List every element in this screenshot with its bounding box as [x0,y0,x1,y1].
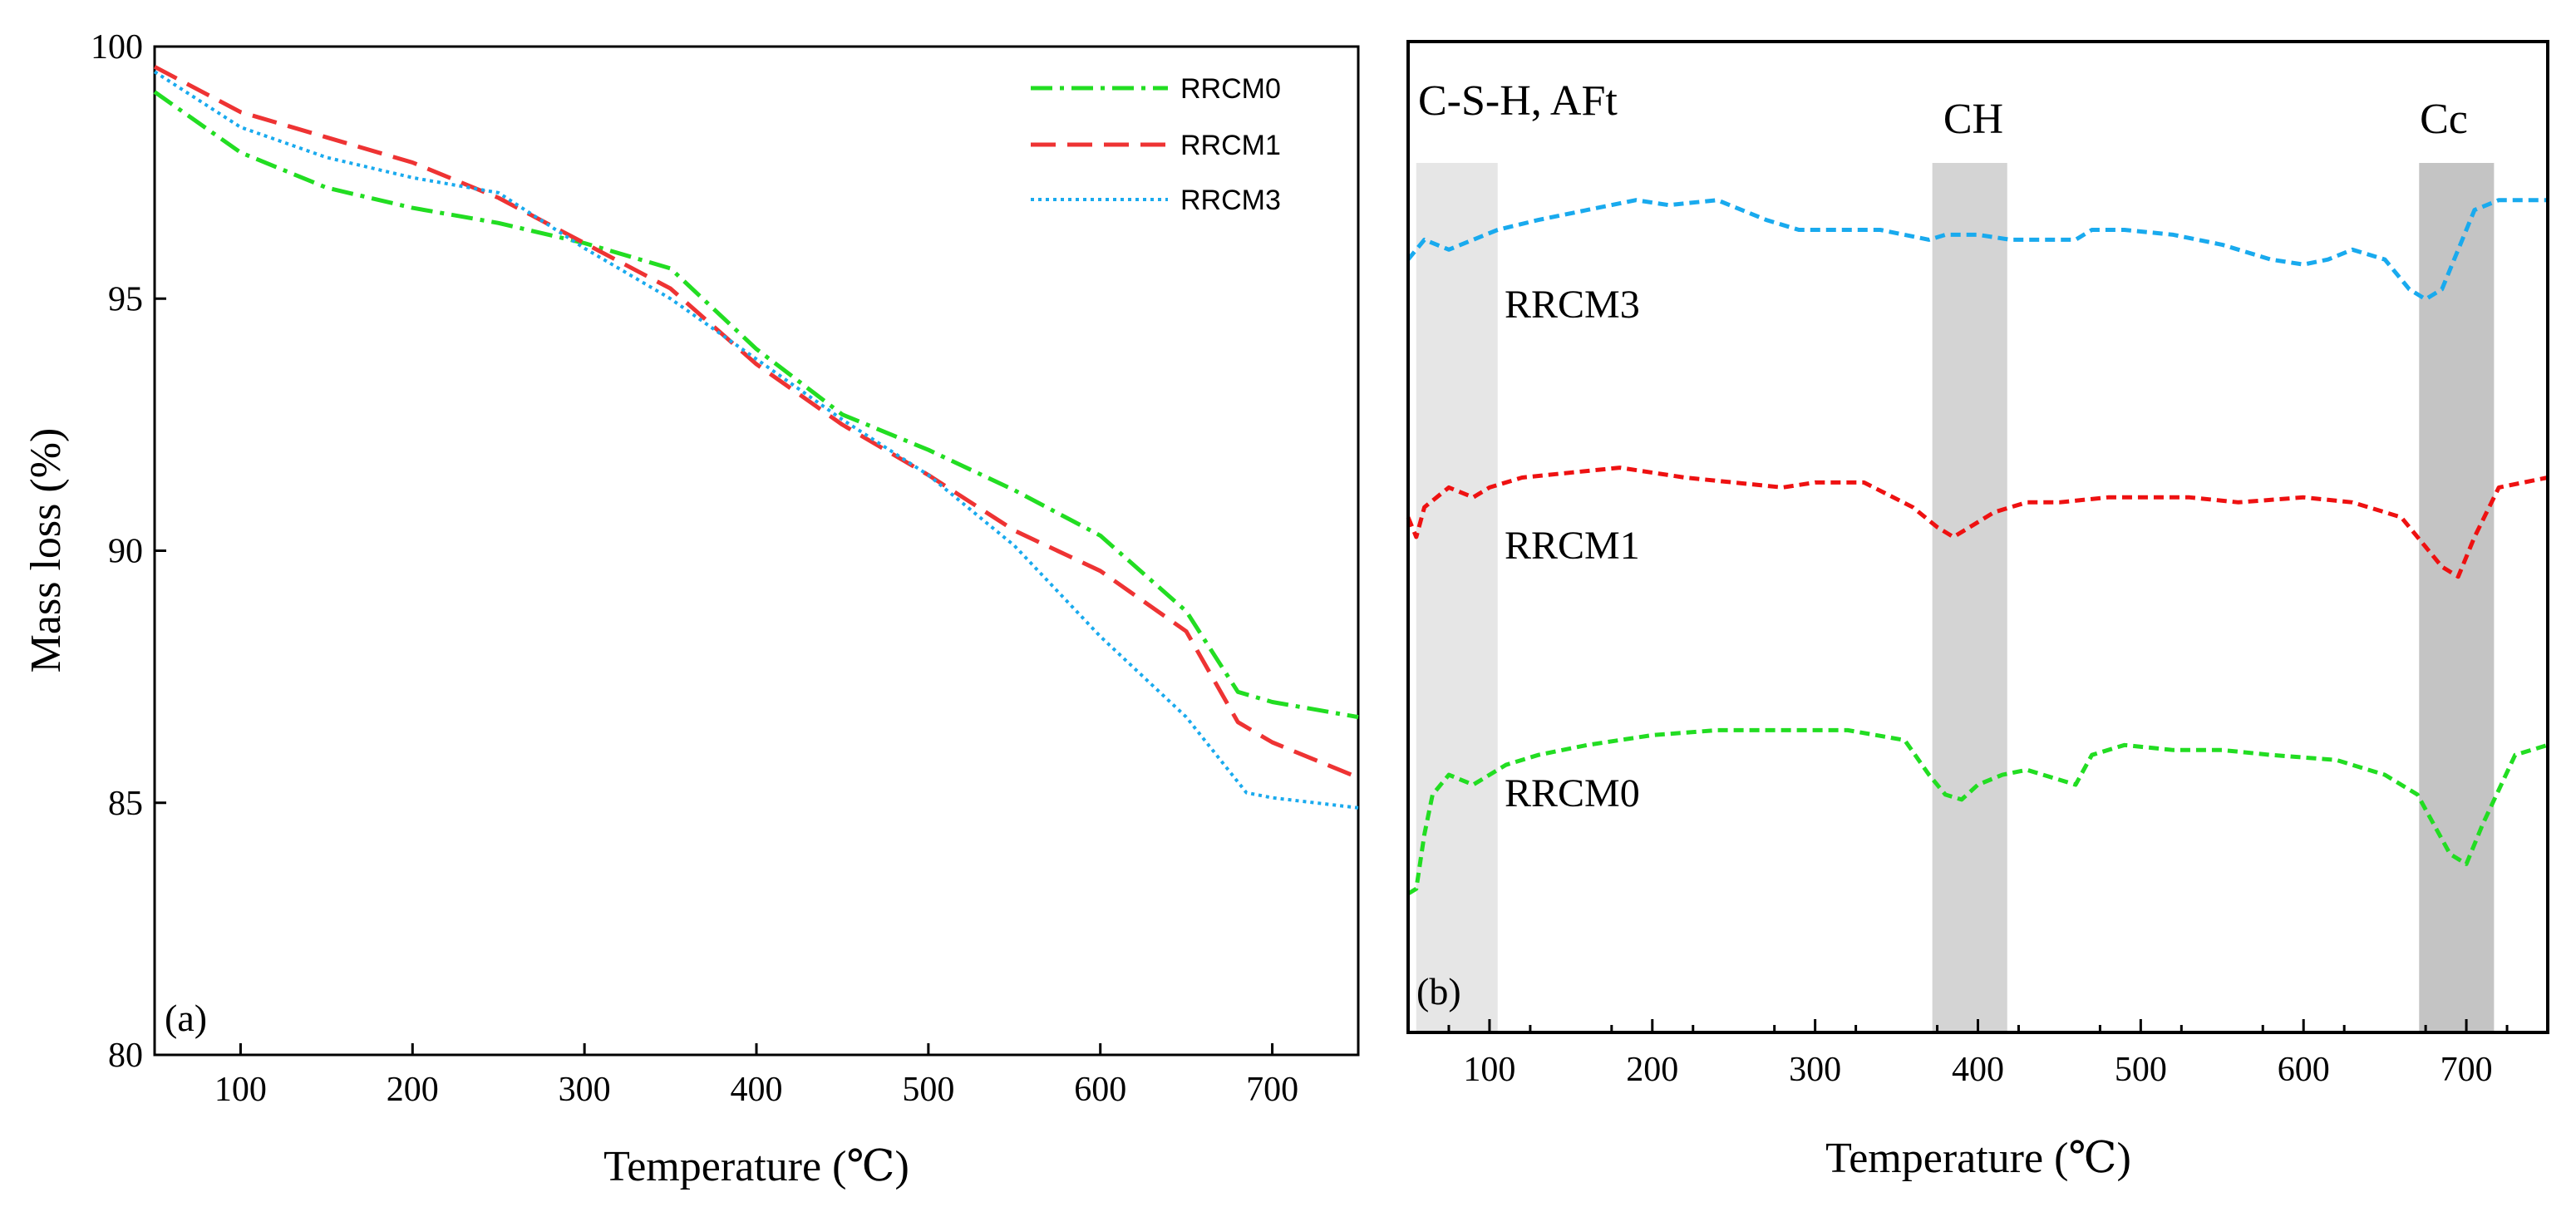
panel-a-x-tick-label: 300 [559,1071,611,1109]
panel-a-x-tick-label: 700 [1246,1071,1298,1109]
legend-label-rrcm3: RRCM3 [1180,185,1281,216]
panel-a-y-tick-label: 100 [91,28,143,67]
curve-label-rrcm0: RRCM0 [1505,771,1640,815]
panel-a-y-tick-label: 95 [108,280,143,318]
panel-b-series-rrcm0 [1406,727,2549,896]
panel-b-x-tick-label: 200 [1626,1051,1678,1089]
panel-a-legend: RRCM0 RRCM1 RRCM3 [1031,73,1281,216]
panel-b-shaded-regions [1416,163,2495,1032]
panel-a-y-axis-title: Mass loss (%) [22,428,70,673]
panel-b-shaded-region-2 [1932,163,2007,1032]
panel-a-y-tick-label: 85 [108,785,143,823]
panel-b-shaded-region-3 [2419,163,2495,1032]
legend-label-rrcm0: RRCM0 [1180,73,1281,105]
annotation-csh-aft: C-S-H, AFt [1418,77,1618,125]
panel-a-frame [153,45,1360,1057]
panel-b-series-rrcm3 [1406,198,2548,302]
panel-a-x-axis: 100 200 300 400 500 600 700 [214,1043,1298,1109]
annotation-ch: CH [1943,96,2003,143]
panel-b-x-tick-label: 600 [2278,1051,2330,1089]
panel-a-x-tick-label: 400 [731,1071,783,1109]
panel-b-x-axis: 100 200 300 400 500 600 700 [1447,1019,2509,1089]
panel-b-series-layer [1406,198,2549,896]
panel-a-series-rrcm0 [153,90,1359,720]
panel-b: 100 200 300 400 500 600 700 Temperature (℃) (b… [1406,40,2549,1182]
curve-label-rrcm1: RRCM1 [1505,524,1640,568]
panel-a-tag: (a) [165,997,207,1039]
panel-a-y-tick-label: 90 [108,533,143,571]
panel-a-x-axis-title: Temperature (℃) [603,1143,909,1190]
panel-b-tag: (b) [1416,970,1461,1012]
panel-b-x-tick-label: 500 [2115,1051,2167,1089]
panel-a-series-rrcm3 [153,70,1359,810]
panel-a-x-tick-label: 600 [1074,1071,1126,1109]
panel-b-x-tick-label: 400 [1952,1051,2004,1089]
panel-a-x-tick-label: 100 [214,1071,267,1109]
panel-a-x-tick-label: 200 [387,1071,439,1109]
panel-b-x-axis-title: Temperature (℃) [1825,1135,2131,1182]
panel-a-y-axis: 80 85 90 95 100 [91,28,166,1075]
annotation-cc: Cc [2420,96,2468,143]
panel-b-x-tick-label: 100 [1463,1051,1515,1089]
panel-b-series-rrcm1 [1406,466,2549,579]
panel-a-series-rrcm1 [153,65,1359,780]
panel-b-x-tick-label: 300 [1789,1051,1841,1089]
legend-label-rrcm1: RRCM1 [1180,130,1281,161]
panel-a-series-layer [153,65,1359,810]
panel-a-x-tick-label: 500 [902,1071,954,1109]
panel-b-x-tick-label: 700 [2441,1051,2493,1089]
panel-a: 100 200 300 400 500 600 700 80 85 90 95 100 Temper… [22,28,1360,1190]
panel-b-shaded-region-1 [1416,163,1498,1032]
curve-label-rrcm3: RRCM3 [1505,283,1640,327]
panel-a-plot-area [153,45,1360,1057]
panel-a-y-tick-label: 80 [108,1037,143,1075]
